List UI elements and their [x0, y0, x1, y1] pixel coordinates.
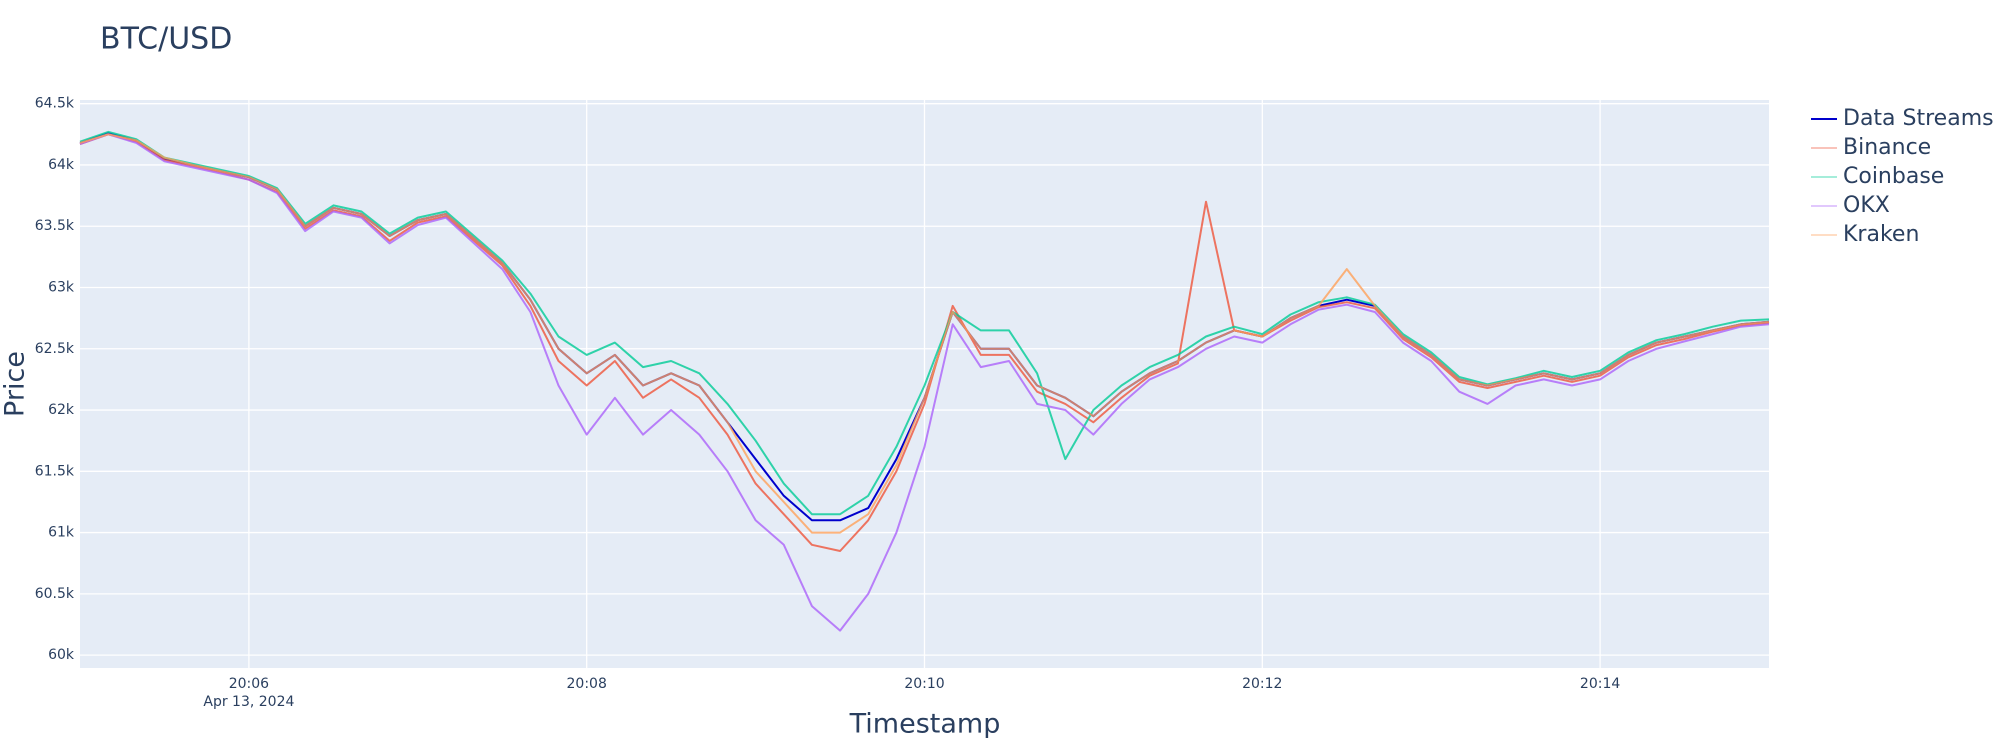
- series-line: [79, 133, 1770, 552]
- x-date-label: Apr 13, 2024: [203, 694, 294, 710]
- x-tick-label: 20:10: [904, 676, 944, 692]
- legend-label: OKX: [1843, 193, 1890, 218]
- x-tick-label: 20:08: [567, 676, 607, 692]
- series-line: [79, 130, 1770, 516]
- y-tick-label: 63.5k: [35, 218, 75, 234]
- y-tick-label: 60.5k: [35, 586, 75, 602]
- y-tick-label: 62.5k: [35, 341, 75, 357]
- legend-label: Data Streams: [1843, 106, 1994, 131]
- series-line: [79, 133, 1770, 534]
- y-tick-label: 60k: [48, 647, 75, 663]
- x-tick-label: 20:14: [1580, 676, 1620, 692]
- legend-label: Coinbase: [1843, 164, 1944, 189]
- legend-label: Kraken: [1843, 222, 1919, 247]
- x-axis-title: Timestamp: [849, 709, 1001, 740]
- series-line: [79, 133, 1770, 632]
- legend-label: Binance: [1843, 135, 1931, 160]
- y-tick-label: 64k: [48, 157, 75, 173]
- chart-title: BTC/USD: [100, 22, 232, 57]
- x-tick-label: 20:12: [1242, 676, 1282, 692]
- x-tick-label: 20:06: [229, 676, 269, 692]
- y-tick-label: 61.5k: [35, 463, 75, 479]
- y-tick-label: 64.5k: [35, 96, 75, 112]
- y-tick-label: 63k: [48, 279, 75, 295]
- y-axis-title: Price: [0, 351, 31, 417]
- y-tick-label: 61k: [48, 525, 75, 541]
- y-tick-label: 62k: [48, 402, 75, 418]
